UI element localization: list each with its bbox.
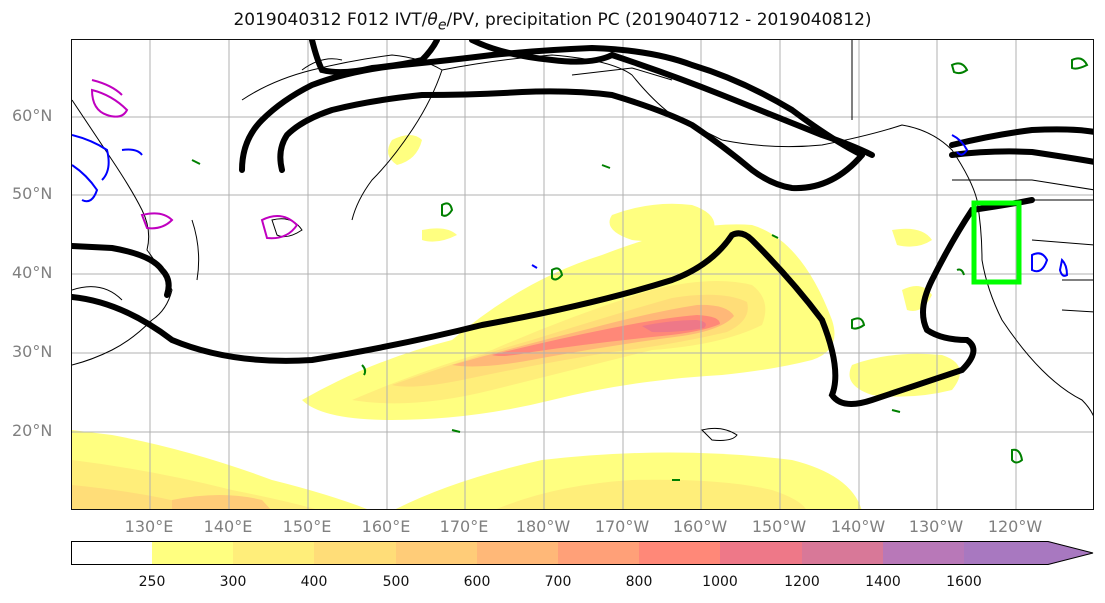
lon-label: 160°E	[361, 517, 411, 536]
colorbar-tick: 600	[463, 574, 491, 590]
colorbar-tick: 300	[219, 574, 247, 590]
colorbar-segment	[720, 541, 802, 565]
pv-contours	[72, 79, 1069, 277]
lon-label: 170°E	[439, 517, 489, 536]
colorbar-segment	[639, 541, 720, 565]
lat-label: 40°N	[12, 263, 53, 282]
lon-label: 150°W	[751, 517, 807, 536]
lon-label: 120°W	[987, 517, 1043, 536]
figure-title: 2019040312 F012 IVT/θe/PV, precipitation…	[0, 10, 1105, 33]
colorbar-segment	[314, 541, 396, 565]
lon-label: 180°W	[515, 517, 571, 536]
lon-label: 170°W	[594, 517, 650, 536]
colorbar-tick: 1400	[865, 574, 901, 590]
colorbar-segment	[396, 541, 477, 565]
lon-label: 140°W	[830, 517, 886, 536]
lat-label: 50°N	[12, 184, 53, 203]
colorbar-tick: 400	[300, 574, 328, 590]
lat-label: 60°N	[12, 106, 53, 125]
colorbar	[71, 541, 1094, 565]
colorbar-outline	[71, 541, 1094, 565]
colorbar-segment	[802, 541, 883, 565]
colorbar-segment	[233, 541, 314, 565]
map-panel[interactable]	[71, 39, 1094, 510]
lon-label: 150°E	[282, 517, 332, 536]
colorbar-tick: 1200	[784, 574, 820, 590]
colorbar-tick: 250	[138, 574, 166, 590]
map-svg	[72, 40, 1093, 509]
focus-region-box	[971, 200, 1022, 285]
title-prefix: 2019040312 F012 IVT/	[233, 10, 428, 30]
colorbar-extend-arrow	[964, 541, 1093, 565]
colorbar-tick: 500	[382, 574, 410, 590]
colorbar-tick: 1000	[702, 574, 738, 590]
lat-label: 30°N	[12, 342, 53, 361]
lon-label: 140°E	[203, 517, 253, 536]
colorbar-tick: 800	[625, 574, 653, 590]
colorbar-tick: 1600	[946, 574, 982, 590]
lon-label: 130°W	[908, 517, 964, 536]
colorbar-segment	[477, 541, 558, 565]
colorbar-tick: 700	[544, 574, 572, 590]
latlon-grid	[72, 40, 1093, 509]
colorbar-segment	[883, 541, 964, 565]
title-suffix: /PV, precipitation PC (2019040712 - 2019…	[446, 10, 872, 30]
colorbar-segment	[71, 541, 152, 565]
lat-label: 20°N	[12, 421, 53, 440]
colorbar-segment	[558, 541, 639, 565]
lon-label: 130°E	[124, 517, 174, 536]
lon-label: 160°W	[672, 517, 728, 536]
ivt-contours	[72, 40, 1093, 407]
theta-e-contours	[191, 57, 1089, 481]
colorbar-segment	[152, 541, 233, 565]
title-theta: θe	[427, 10, 447, 34]
